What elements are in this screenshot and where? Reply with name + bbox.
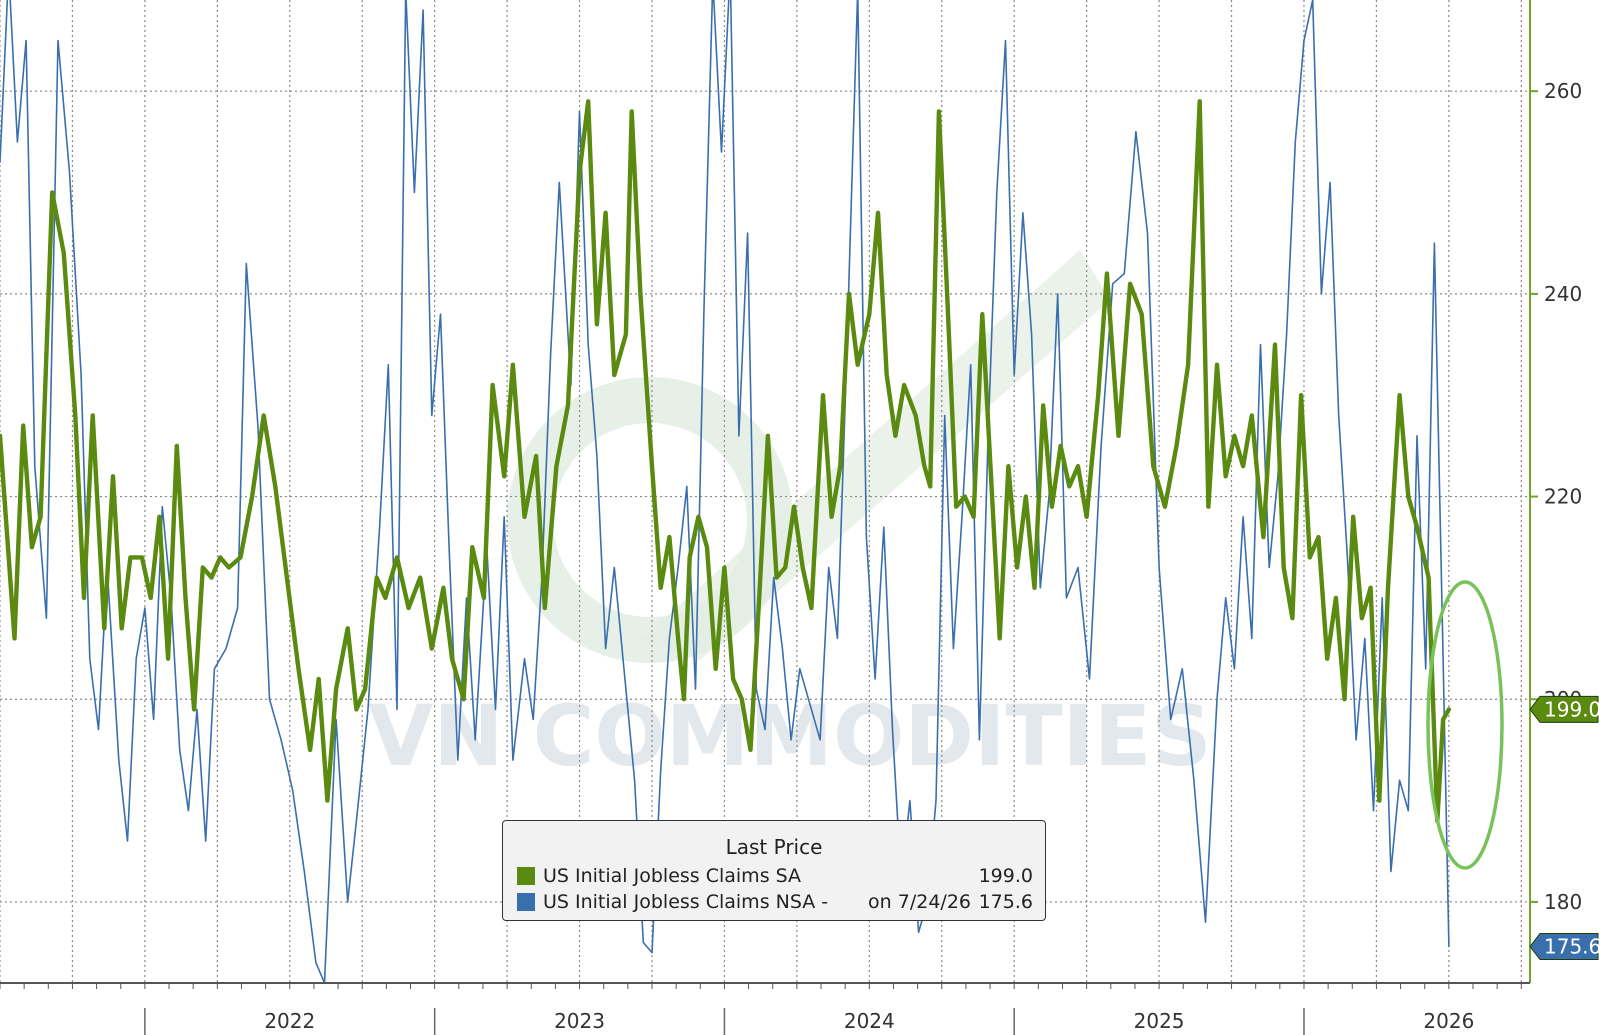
nsa-series	[0, 0, 1450, 984]
y-tick-label: 220	[1544, 485, 1582, 509]
legend-label-sa: US Initial Jobless Claims SA	[543, 865, 802, 887]
sa-last-value-badge: 199.0	[1529, 695, 1600, 723]
y-tick-label: 180	[1544, 890, 1582, 914]
sa-last-value-badge-box	[1529, 695, 1599, 723]
legend-swatch-nsa	[517, 893, 535, 911]
legend: Last Price US Initial Jobless Claims SA …	[502, 820, 1046, 921]
watermark-logo-swoosh	[640, 250, 1110, 660]
y-tick-label: 240	[1544, 282, 1582, 306]
legend-row-nsa: US Initial Jobless Claims NSA - on 7/24/…	[517, 891, 1033, 915]
nsa-last-value-badge-text: 175.6	[1544, 935, 1600, 959]
nsa-line	[0, 0, 1450, 984]
legend-label-nsa: US Initial Jobless Claims NSA -	[543, 891, 829, 913]
x-tick-label: 2022	[264, 1009, 315, 1033]
x-tick-label: 2023	[554, 1009, 605, 1033]
sa-line	[0, 99, 1452, 824]
sa-last-value-badge-text: 199.0	[1544, 697, 1600, 721]
sa-series	[0, 99, 1452, 824]
highlight-ellipse	[1426, 580, 1504, 870]
legend-swatch-sa	[517, 867, 535, 885]
legend-date-nsa: on 7/24/26	[868, 891, 971, 913]
legend-value-nsa: 175.6	[978, 891, 1033, 913]
nsa-last-value-badge-box	[1529, 933, 1599, 961]
x-tick-label: 2026	[1423, 1009, 1474, 1033]
nsa-last-value-badge: 175.6	[1529, 933, 1600, 961]
legend-title: Last Price	[725, 835, 823, 859]
watermark: VN COMMODITIES	[368, 250, 1212, 785]
x-tick-label: 2025	[1134, 1009, 1185, 1033]
y-tick-label: 260	[1544, 79, 1582, 103]
x-tick-label: 2024	[844, 1009, 895, 1033]
legend-row-sa: US Initial Jobless Claims SA 199.0	[517, 865, 1033, 889]
legend-value-sa: 199.0	[978, 865, 1033, 887]
